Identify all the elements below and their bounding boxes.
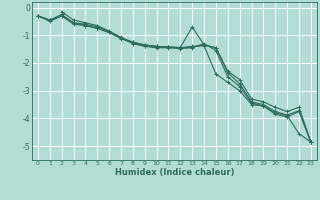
X-axis label: Humidex (Indice chaleur): Humidex (Indice chaleur) <box>115 168 234 177</box>
